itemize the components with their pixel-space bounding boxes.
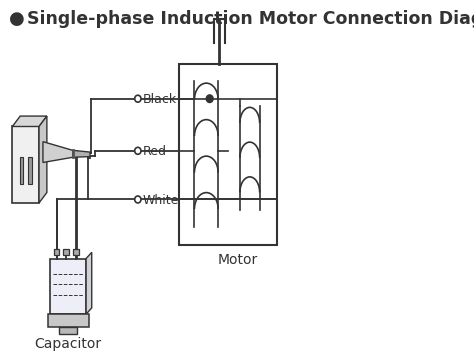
- Polygon shape: [39, 116, 47, 203]
- FancyBboxPatch shape: [50, 258, 86, 314]
- Text: Single-phase Induction Motor Connection Diagram: Single-phase Induction Motor Connection …: [27, 10, 474, 28]
- Polygon shape: [43, 142, 73, 163]
- Text: Motor: Motor: [217, 253, 257, 267]
- Circle shape: [135, 95, 141, 102]
- FancyBboxPatch shape: [64, 249, 69, 255]
- Text: White: White: [143, 194, 179, 207]
- Polygon shape: [12, 116, 47, 126]
- Circle shape: [135, 147, 141, 154]
- Text: ●: ●: [9, 10, 25, 28]
- FancyBboxPatch shape: [179, 64, 277, 245]
- Polygon shape: [73, 150, 90, 157]
- Polygon shape: [12, 126, 39, 203]
- FancyBboxPatch shape: [73, 249, 79, 255]
- FancyBboxPatch shape: [20, 157, 23, 184]
- FancyBboxPatch shape: [54, 249, 59, 255]
- FancyBboxPatch shape: [47, 314, 89, 327]
- Text: Black: Black: [143, 93, 177, 106]
- Circle shape: [135, 196, 141, 203]
- Text: Capacitor: Capacitor: [35, 337, 101, 351]
- Text: Red: Red: [143, 145, 166, 158]
- FancyBboxPatch shape: [28, 157, 32, 184]
- Polygon shape: [86, 252, 92, 314]
- FancyBboxPatch shape: [59, 327, 77, 334]
- Circle shape: [206, 95, 213, 103]
